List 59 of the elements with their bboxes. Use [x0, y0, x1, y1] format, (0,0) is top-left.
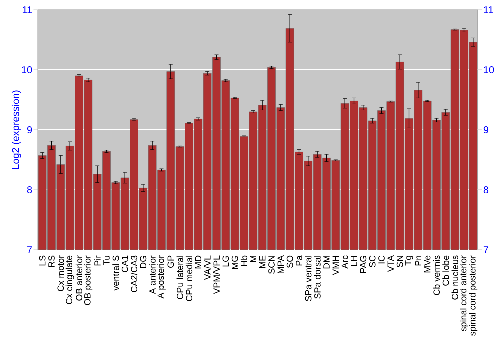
x-tick-label: MVe: [424, 256, 431, 273]
x-tick-label: Tg: [405, 256, 414, 266]
x-tick-label: spinal cord anterior: [460, 256, 468, 332]
x-tick-label: LG: [222, 256, 230, 267]
x-tick-label: Cx cingulate: [66, 256, 74, 304]
x-tick-label: A posterior: [158, 256, 166, 299]
x-tick-label: MG: [232, 256, 238, 270]
x-tick-label: RS: [48, 256, 55, 268]
x-tick-label: LS: [39, 256, 46, 266]
x-tick-label: CPu medial: [186, 256, 193, 302]
x-tick-label: VTA: [388, 255, 394, 272]
x-tick-label: PAG: [360, 256, 367, 273]
x-tick-label: CA2/CA3: [130, 256, 138, 292]
x-tick-label: Cx motor: [58, 256, 64, 292]
y2-tick-label: 7: [484, 246, 488, 254]
y-tick-label: 8: [27, 186, 32, 194]
x-tick-label: MPA: [278, 255, 284, 274]
x-tick-label: GP: [168, 256, 174, 268]
x-tick-label: SPa dorsal: [314, 256, 321, 299]
x-tick-label: VPM/VPL: [213, 256, 220, 294]
x-tick-label: Tu: [104, 256, 110, 266]
x-tick-label: VMH: [332, 256, 339, 276]
x-tick-label: Cb lobe: [442, 256, 450, 286]
x-tick-label: DM: [324, 256, 330, 269]
x-tick-label: Pa: [296, 255, 302, 266]
x-tick-label: SN: [396, 256, 404, 268]
y-axis-title: Log2 (expression): [12, 90, 22, 170]
x-tick-label: A anterior: [149, 256, 156, 294]
x-tick-label: LH: [351, 256, 358, 266]
x-tick-label: SC: [369, 256, 376, 268]
x-tick-label: OB anterior: [76, 256, 83, 301]
x-tick-label: ME: [259, 256, 266, 268]
y-tick-label: 10: [22, 66, 32, 74]
y2-tick-label: 9: [484, 126, 489, 134]
y-tick-label: 11: [22, 6, 32, 14]
y2-tick-label: 8: [484, 186, 489, 194]
y2-tick-label: 11: [484, 6, 494, 14]
x-tick-label: VA/VL: [204, 256, 211, 280]
y-tick-label: 7: [28, 246, 32, 254]
x-tick-label: Cb vermis: [433, 256, 440, 296]
x-tick-label: CA1: [122, 256, 128, 272]
x-tick-label: M: [250, 256, 256, 262]
x-tick-label: spinal cord posterior: [469, 256, 478, 336]
x-tick-label: DG: [140, 256, 147, 268]
x-tick-label: ventral S: [112, 256, 120, 291]
x-tick-label: OB posterior: [84, 256, 93, 306]
x-tick-label: Arc: [342, 256, 348, 269]
x-tick-label: Hb: [240, 256, 248, 266]
y-tick-label: 9: [27, 126, 32, 134]
x-tick-label: SPa ventral: [305, 256, 312, 302]
y2-tick-label: 10: [484, 66, 494, 74]
x-tick-label: Pir: [94, 256, 101, 266]
x-tick-label: MD: [195, 256, 202, 269]
x-tick-label: CPu lateral: [176, 256, 184, 300]
x-tick-label: Pn: [415, 256, 422, 266]
x-tick-label: IC: [378, 256, 385, 264]
x-tick-label: Cb nucleus: [452, 256, 458, 300]
x-tick-label: SCN: [268, 256, 275, 274]
x-tick-label: SO: [286, 256, 294, 268]
